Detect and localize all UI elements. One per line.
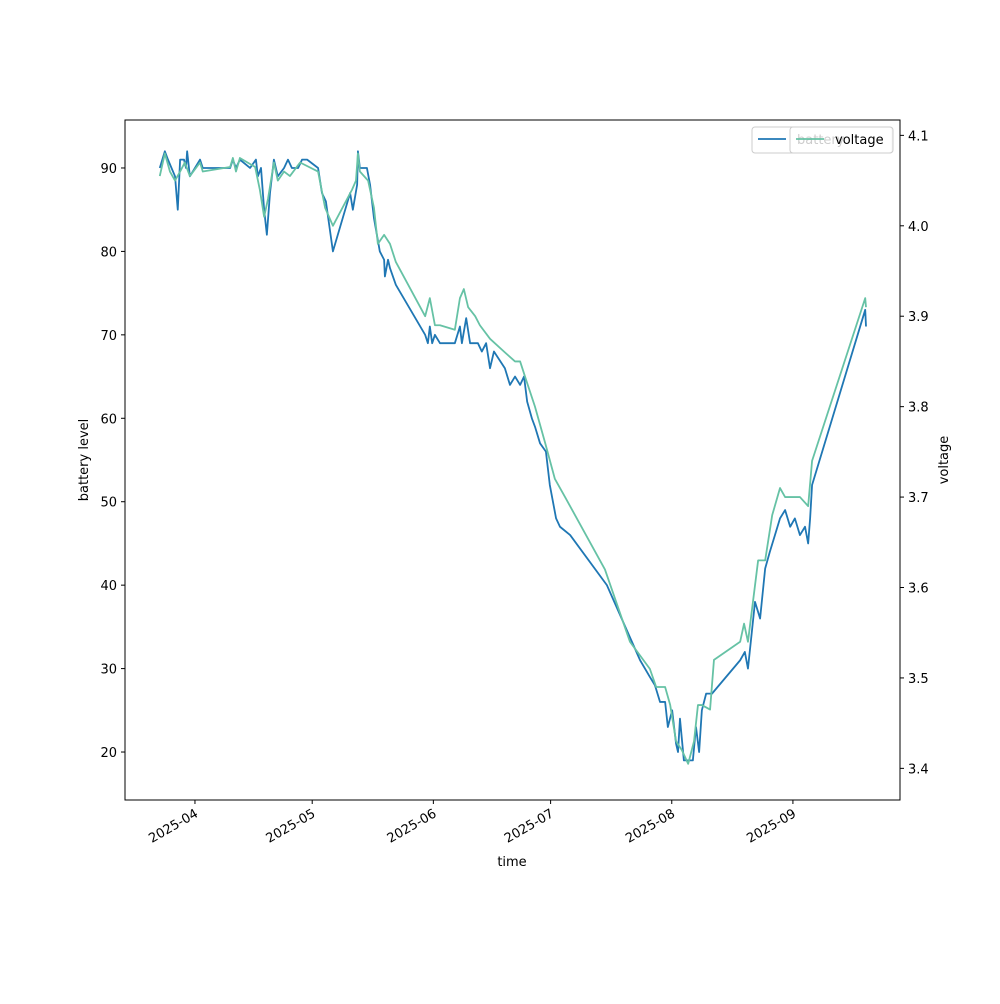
x-tick-label: 2025-04: [146, 806, 201, 846]
y-tick-label: 20: [100, 746, 117, 761]
x-tick-label: 2025-06: [385, 806, 440, 846]
y-tick-label: 50: [100, 496, 117, 511]
y-tick-label: 90: [100, 162, 117, 177]
x-tick-label: 2025-05: [264, 806, 319, 846]
x-axis-label: time: [497, 855, 526, 870]
legend-box: [789, 126, 894, 154]
legend-label: voltage: [835, 133, 884, 148]
x-tick-label: 2025-07: [502, 806, 557, 846]
y-axis-label: battery level: [77, 419, 92, 502]
plot-frame: [124, 119, 901, 801]
data-line: [158, 152, 867, 765]
y2-axis-label: voltage: [937, 436, 952, 485]
y-tick-label: 40: [100, 579, 117, 594]
y2-tick-label: 3.6: [908, 582, 929, 597]
y2-tick-label: 3.8: [908, 401, 929, 416]
y2-tick-label: 3.7: [908, 491, 929, 506]
x-tick-label: 2025-09: [744, 806, 799, 846]
y2-tick-label: 4.1: [908, 129, 929, 144]
data-line: [158, 150, 867, 762]
y2-tick-label: 4.0: [908, 220, 929, 235]
y2-tick-label: 3.5: [908, 672, 929, 687]
y-tick-label: 80: [100, 245, 117, 260]
y2-tick-label: 3.9: [908, 310, 929, 325]
x-tick-label: 2025-08: [623, 806, 678, 846]
y-tick-label: 60: [100, 412, 117, 427]
y-tick-label: 70: [100, 329, 117, 344]
y-tick-label: 30: [100, 663, 117, 678]
y2-tick-label: 3.4: [908, 762, 929, 777]
